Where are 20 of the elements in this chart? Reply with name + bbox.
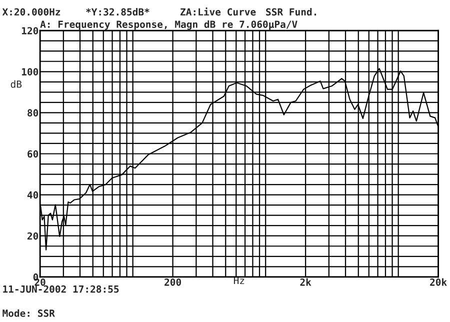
y-tick-label: 20 bbox=[28, 232, 38, 240]
y-tick-label: 120 bbox=[22, 27, 38, 34]
x-tick-label: 20k bbox=[430, 278, 447, 286]
text: X:20.000Hz bbox=[2, 8, 60, 16]
x-tick-label: 200 bbox=[164, 278, 181, 286]
text: *Y:32.85dB* bbox=[86, 8, 150, 16]
y-tick-label: 80 bbox=[28, 109, 38, 117]
text: ZA:Live Curve bbox=[180, 8, 256, 16]
x-tick-label: 2k bbox=[300, 278, 312, 286]
chart-title: A: Frequency Response, Magn dB re 7.060µPa/V bbox=[40, 20, 298, 30]
y-tick-label: 100 bbox=[22, 68, 38, 76]
y-axis-title: dB bbox=[10, 80, 22, 88]
text: SSR Fund. bbox=[266, 8, 316, 16]
y-tick-label: 60 bbox=[28, 150, 38, 158]
x-axis-title: Hz bbox=[234, 276, 244, 284]
y-tick-label: 0 bbox=[33, 273, 38, 281]
y-tick-label: 40 bbox=[27, 191, 38, 199]
text: 11-JUN-2002 17:28:55 bbox=[3, 285, 119, 293]
text: Mode: SSR bbox=[2, 309, 55, 317]
x-tick-label: 20 bbox=[34, 278, 46, 286]
